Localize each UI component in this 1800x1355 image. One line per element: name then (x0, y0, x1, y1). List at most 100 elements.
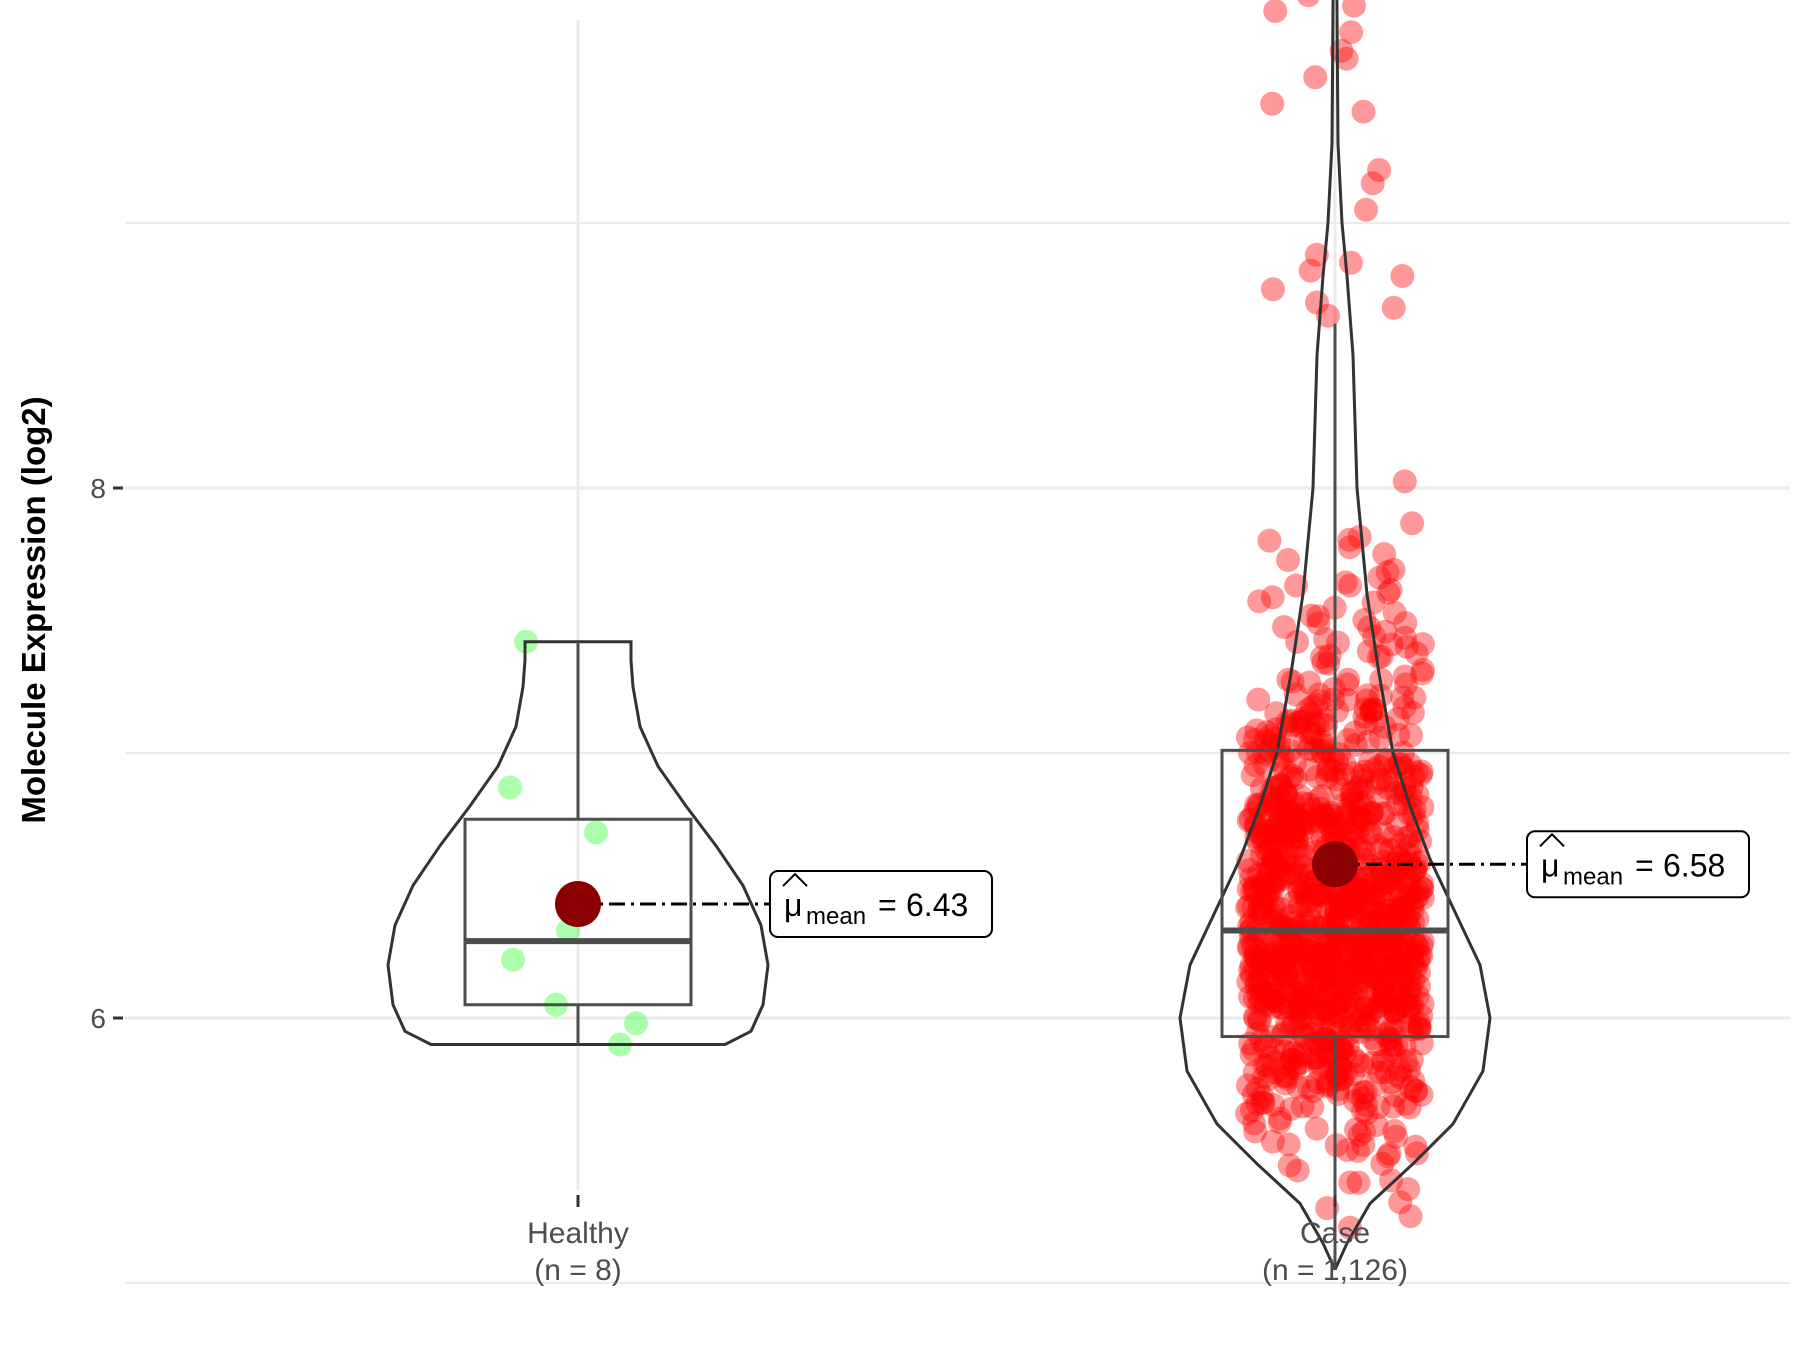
data-point (1350, 934, 1375, 959)
data-point (1288, 956, 1313, 981)
data-point (1336, 884, 1361, 909)
data-point (1382, 600, 1407, 625)
data-point (1321, 758, 1346, 783)
data-point (1307, 682, 1332, 707)
data-point (1339, 781, 1364, 806)
data-point (1400, 700, 1425, 725)
data-point (1243, 953, 1268, 978)
data-point (1356, 729, 1381, 754)
data-point (1334, 985, 1359, 1010)
data-point (1345, 875, 1370, 900)
data-point (1405, 884, 1430, 909)
data-point (1367, 1060, 1392, 1085)
data-point (1408, 762, 1433, 787)
data-point (1322, 813, 1347, 838)
data-point (1390, 966, 1415, 991)
data-point (1261, 1037, 1286, 1062)
data-point (1331, 762, 1356, 787)
data-point (1295, 889, 1320, 914)
data-point (1242, 942, 1267, 967)
data-point (1397, 994, 1422, 1019)
data-point (1251, 1090, 1276, 1115)
data-point (1394, 672, 1419, 697)
data-point (1324, 931, 1349, 956)
data-point (1292, 880, 1317, 905)
data-point (1387, 946, 1412, 971)
data-point (1297, 985, 1322, 1010)
data-point (1410, 657, 1435, 682)
data-point (1392, 695, 1417, 720)
data-point (1315, 972, 1340, 997)
data-point (1290, 808, 1315, 833)
data-point (1235, 895, 1260, 920)
data-point (1298, 258, 1323, 283)
data-point (1248, 895, 1273, 920)
data-point (1261, 970, 1286, 995)
mean-label-box (1526, 830, 1750, 899)
data-point (1253, 882, 1278, 907)
data-point (1398, 882, 1423, 907)
data-point (1276, 931, 1301, 956)
data-point (1330, 1065, 1355, 1090)
data-point (1268, 787, 1293, 812)
data-point (1236, 969, 1261, 994)
data-point (1347, 931, 1372, 956)
data-point (1249, 874, 1274, 899)
data-point (1309, 818, 1334, 843)
data-point (1384, 902, 1409, 927)
data-point (1350, 1098, 1375, 1123)
data-point (498, 775, 522, 800)
data-point (1281, 1041, 1306, 1066)
data-point (1361, 997, 1386, 1022)
data-point (1313, 881, 1338, 906)
data-point (1264, 954, 1289, 979)
data-point (1284, 826, 1309, 851)
box-iqr (463, 817, 693, 1007)
data-point (1335, 672, 1360, 697)
data-point (1324, 1045, 1349, 1070)
data-point (1250, 1084, 1275, 1109)
data-point (1242, 1004, 1267, 1029)
data-point (1326, 1082, 1351, 1107)
data-point (1337, 527, 1362, 552)
data-point (1274, 781, 1299, 806)
data-point (1239, 1042, 1264, 1067)
data-point (1351, 778, 1376, 803)
data-point (1295, 885, 1320, 910)
data-point (1354, 1092, 1379, 1117)
data-point (1278, 803, 1303, 828)
data-point (1381, 557, 1406, 582)
data-point (1290, 706, 1315, 731)
data-point (1280, 713, 1305, 738)
data-point (1288, 1042, 1313, 1067)
data-point (1354, 197, 1379, 222)
data-point (1319, 803, 1344, 828)
data-point (1248, 948, 1273, 973)
data-point (1392, 939, 1417, 964)
data-point (1261, 1049, 1286, 1074)
data-point (1262, 927, 1287, 952)
data-point (1364, 942, 1389, 967)
data-point (1346, 978, 1371, 1003)
data-point (1272, 953, 1297, 978)
data-point (1398, 1204, 1423, 1229)
data-point (1381, 825, 1406, 850)
data-point (1402, 685, 1427, 710)
data-point (1248, 961, 1273, 986)
data-point (1370, 901, 1395, 926)
data-point (1332, 998, 1357, 1023)
data-point (1307, 883, 1332, 908)
data-point (1244, 937, 1269, 962)
data-point (1324, 822, 1349, 847)
data-point (1260, 1129, 1285, 1154)
data-point (1273, 758, 1298, 783)
data-point (1372, 987, 1397, 1012)
data-point (1398, 975, 1423, 1000)
data-point (1355, 970, 1380, 995)
data-point (1252, 741, 1277, 766)
data-point (1266, 818, 1291, 843)
data-point (1308, 796, 1333, 821)
data-point (1247, 972, 1272, 997)
data-point (1373, 801, 1398, 826)
data-point (1267, 804, 1292, 829)
